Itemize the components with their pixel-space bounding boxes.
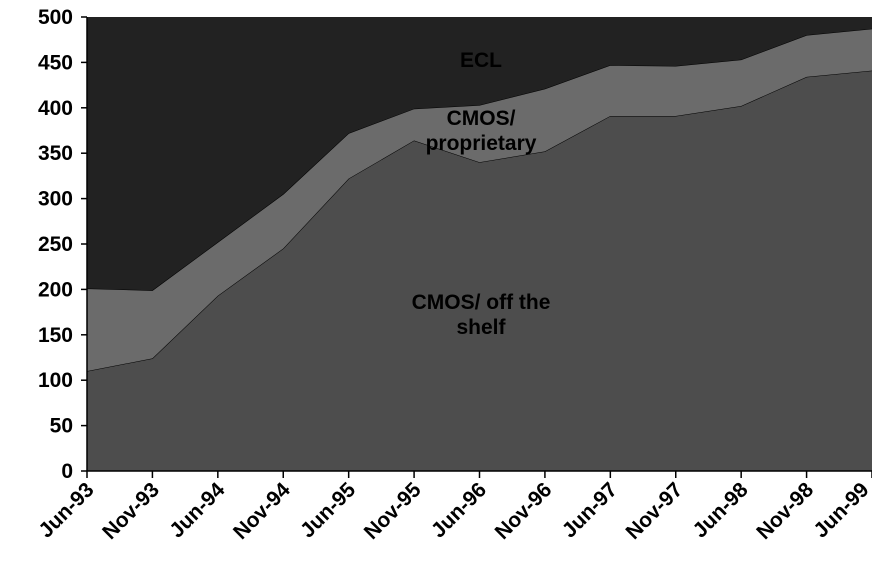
area bbox=[87, 28, 872, 372]
area bbox=[87, 70, 872, 472]
y-tick-label: 400 bbox=[38, 97, 73, 120]
y-tick-label: 150 bbox=[38, 324, 73, 347]
y-tick-label: 200 bbox=[38, 278, 73, 301]
x-tick-label: Nov-93 bbox=[98, 478, 164, 544]
x-tick-label: Jun-95 bbox=[296, 478, 360, 542]
x-tick-label: Jun-97 bbox=[558, 478, 622, 542]
x-tick-label: Nov-95 bbox=[360, 478, 426, 544]
series-annotation: CMOS/ off the shelf bbox=[411, 291, 551, 339]
y-tick-label: 500 bbox=[38, 6, 73, 29]
y-tick-label: 0 bbox=[61, 460, 73, 483]
x-tick-label: Nov-98 bbox=[752, 478, 818, 544]
x-tick-label: Jun-98 bbox=[689, 478, 753, 542]
y-tick-label: 100 bbox=[38, 369, 73, 392]
series-annotation: CMOS/ proprietary bbox=[425, 107, 537, 155]
y-tick-label: 450 bbox=[38, 51, 73, 74]
x-tick-label: Nov-97 bbox=[622, 478, 688, 544]
x-tick-label: Nov-94 bbox=[229, 478, 295, 544]
x-tick-label: Jun-96 bbox=[427, 478, 491, 542]
x-tick-label: Jun-99 bbox=[809, 478, 872, 542]
x-tick-label: Jun-94 bbox=[165, 478, 229, 542]
y-tick-label: 50 bbox=[50, 415, 73, 438]
y-tick-label: 250 bbox=[38, 233, 73, 256]
area bbox=[87, 17, 872, 291]
x-tick-label: Jun-93 bbox=[34, 478, 98, 542]
y-tick-label: 300 bbox=[38, 188, 73, 211]
y-tick-label: 350 bbox=[38, 142, 73, 165]
series-annotation: ECL bbox=[460, 49, 502, 72]
x-tick-label: Nov-96 bbox=[491, 478, 557, 544]
